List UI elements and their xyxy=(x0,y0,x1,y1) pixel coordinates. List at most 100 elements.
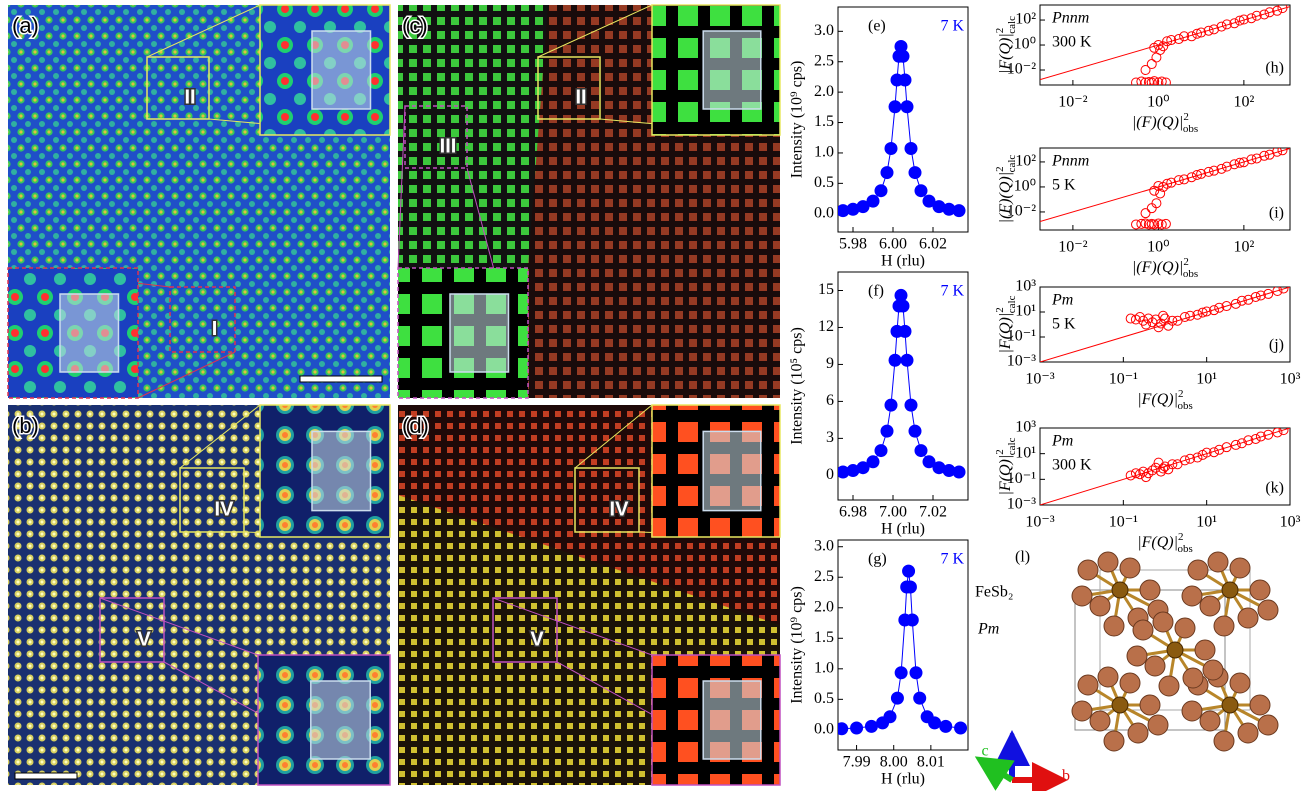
panel-label: (k) xyxy=(1265,480,1284,497)
unit-cell-overlay xyxy=(311,430,372,512)
data-point xyxy=(1140,65,1151,76)
x-axis-label-sup: 2 xyxy=(1178,388,1184,400)
x-axis-label-sup: 2 xyxy=(1178,531,1184,543)
unit-cell-overlay xyxy=(702,430,762,512)
y-axis-label-text: |F(Q)| xyxy=(997,33,1014,74)
unit-cell-overlay xyxy=(449,293,510,373)
data-point xyxy=(880,424,894,438)
region-box xyxy=(574,467,640,533)
plot-area xyxy=(1040,5,1290,85)
plot-area xyxy=(1040,287,1290,362)
y-axis-label-sup: 2 xyxy=(994,307,1006,313)
sb-atom xyxy=(1207,551,1229,573)
space-group: Pnnm xyxy=(1051,10,1089,27)
region-box xyxy=(404,105,468,169)
data-point xyxy=(1179,311,1190,322)
space-group: Pm xyxy=(1051,433,1073,450)
y-axis-label-sup: 2 xyxy=(994,449,1006,455)
data-point xyxy=(1136,218,1147,229)
x-tick-label: 10³ xyxy=(1280,514,1301,531)
axis-arrow xyxy=(974,756,1015,791)
data-point xyxy=(1146,77,1157,85)
x-axis-label-sup: 2 xyxy=(1183,256,1189,268)
y-tick-label: 2.5 xyxy=(814,52,834,69)
x-axis-label: |F(Q)|2 obs xyxy=(1137,388,1193,412)
data-point xyxy=(1162,178,1173,189)
y-tick-label: 15 xyxy=(818,281,834,298)
panel-label: (e) xyxy=(868,18,886,35)
y-axis-label-text: |(F)(Q)| xyxy=(997,172,1014,223)
formula: FeSb₂ xyxy=(975,584,1013,601)
y-tick-label: 10⁻² xyxy=(1007,203,1036,220)
panel-label: (d) xyxy=(402,413,429,438)
data-point xyxy=(1230,298,1241,309)
data-point xyxy=(1143,76,1154,85)
y-axis-label-sub: calc xyxy=(1006,437,1018,455)
data-point xyxy=(884,398,898,412)
data-point xyxy=(1221,161,1232,172)
data-point xyxy=(1192,452,1203,463)
sb-atom xyxy=(1152,611,1174,633)
unit-cell-overlay xyxy=(59,293,120,373)
y-tick-label: 10⁻² xyxy=(1007,61,1036,78)
data-point xyxy=(1238,14,1249,25)
annotation: 7 K xyxy=(940,551,964,568)
data-point xyxy=(1162,36,1173,47)
chart: 10⁻³ 10⁻¹ 10¹ 10³ 10⁻³ 10⁻¹ 10¹ 10³ (j) Pm 5 K xyxy=(1007,278,1301,388)
y-tick-label: 10⁰ xyxy=(1014,178,1036,195)
data-point xyxy=(1216,163,1227,174)
data-point xyxy=(1179,31,1190,42)
panel-label: (j) xyxy=(1269,337,1284,354)
x-axis-label: |F(Q)|2 obs xyxy=(1137,531,1193,555)
sb-atom xyxy=(1194,639,1216,661)
y-axis-label-sup: 2 xyxy=(994,166,1006,172)
y-tick-label: 1.5 xyxy=(814,629,834,646)
sb-atom xyxy=(1097,666,1119,688)
data-point xyxy=(909,666,923,680)
data-point xyxy=(1167,459,1178,470)
data-point xyxy=(1155,44,1166,55)
data-point xyxy=(1234,157,1245,168)
data-point xyxy=(1272,5,1283,16)
panel-label: (a) xyxy=(12,13,39,38)
region-box xyxy=(179,467,245,533)
y-tick-label: 10² xyxy=(1015,153,1036,170)
data-point xyxy=(1191,170,1202,181)
x-axis-label: H (rlu) xyxy=(881,253,925,270)
x-axis-label-text: |(F)(Q)| xyxy=(1132,114,1183,131)
sb-atom xyxy=(1127,722,1149,744)
data-point xyxy=(850,721,864,735)
x-axis-label-text: |F(Q)| xyxy=(1137,391,1178,408)
y-axis-label: |(F)(Q)|2calc xyxy=(994,155,1018,224)
y-axis-label: |F(Q)|2calc xyxy=(994,16,1018,74)
data-point xyxy=(1186,172,1197,183)
data-point xyxy=(1141,319,1152,330)
sb-atom xyxy=(1119,557,1141,579)
data-point xyxy=(883,710,897,724)
y-tick-label: 0.5 xyxy=(814,174,834,191)
data-point xyxy=(903,580,917,594)
data-point xyxy=(904,142,918,156)
space-group: Pnnm xyxy=(1051,153,1089,170)
sb-atom xyxy=(1199,595,1221,617)
data-point xyxy=(856,200,870,214)
sb-atom xyxy=(1077,559,1099,581)
data-point xyxy=(864,719,878,733)
chart: 5.98 6.00 6.02 0.0 0.5 1.0 1.5 2.0 2.5 3.0 (e) 7 K I… xyxy=(789,6,969,270)
x-tick-label: 7.99 xyxy=(843,754,871,771)
data-point xyxy=(954,721,968,735)
plot-area xyxy=(838,288,966,479)
zoom-line xyxy=(537,4,653,58)
temperature: 5 K xyxy=(1052,177,1076,194)
sb-atom xyxy=(1103,615,1125,637)
data-point xyxy=(952,465,966,479)
y-axis-label-text: |F(Q)| xyxy=(997,455,1014,496)
y-tick-label: 3 xyxy=(826,429,834,446)
data-point xyxy=(922,455,936,469)
region-label: III xyxy=(440,135,457,157)
fe-atom xyxy=(1221,696,1239,714)
sb-atom xyxy=(1089,595,1111,617)
data-point xyxy=(1236,295,1247,306)
zoom-line xyxy=(397,105,406,269)
